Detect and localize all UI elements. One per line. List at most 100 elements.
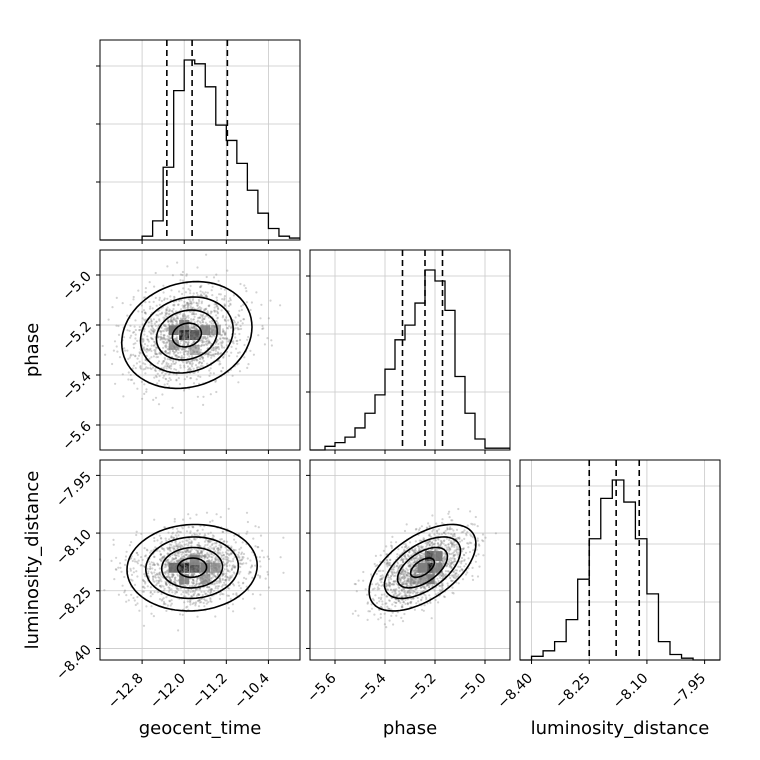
scatter-point [171,591,174,594]
scatter-point [242,562,245,565]
scatter-point [262,556,265,559]
scatter-point [181,313,184,316]
scatter-point [217,307,220,310]
scatter-point [177,348,180,352]
scatter-point [223,298,226,301]
scatter-point [379,578,382,581]
scatter-point [209,597,212,600]
scatter-point [175,350,178,353]
scatter-point [152,355,155,358]
scatter-point [210,310,213,313]
scatter-point [428,583,431,587]
scatter-point [395,588,398,591]
scatter-point [252,537,255,540]
scatter-point [190,569,193,572]
scatter-point [211,285,214,288]
scatter-point [197,347,200,350]
axes-frame-luminosity-distance-luminosity-distance [519,459,721,661]
scatter-point [173,296,176,299]
scatter-point [172,531,175,534]
scatter-point [233,566,236,569]
labels-layer: geocent_time phase luminosity_distance p… [22,269,709,739]
scatter-point [132,331,135,334]
scatter-point [181,273,184,277]
scatter-point [164,344,168,347]
scatter-point [155,375,158,379]
scatter-point [187,580,190,583]
x-axis-title-luminosity-distance: luminosity_distance [531,718,710,739]
scatter-point [214,545,218,548]
scatter-point [129,354,132,357]
scatter-point [152,340,156,343]
scatter-point [206,339,209,343]
scatter-point [205,572,208,575]
scatter-point [258,576,262,579]
scatter-point [186,328,189,331]
scatter-point [162,603,165,606]
scatter-point [195,337,198,341]
scatter-point [209,327,212,330]
scatter-point [192,371,195,374]
scatter-point [238,572,241,575]
scatter-point [176,332,179,335]
scatter-point [376,588,379,591]
scatter-point [236,339,239,342]
scatter-point [455,550,458,553]
scatter-point [171,406,174,409]
scatter-point [159,578,162,581]
scatter-point [129,303,132,306]
scatter-point [187,350,190,353]
scatter-point [168,577,172,580]
scatter-point [195,313,198,316]
scatter-point [186,337,189,340]
scatter-point [190,595,193,599]
scatter-point [167,338,170,342]
scatter-point [215,340,218,344]
scatter-point [196,366,199,370]
scatter-point [392,589,395,592]
scatter-point [165,327,168,330]
scatter-point [257,526,260,529]
scatter-point [206,334,209,337]
scatter-point [175,317,178,320]
scatter-point [210,562,213,565]
scatter-point [138,325,141,328]
scatter-point [190,569,193,573]
scatter-point [169,336,172,339]
scatter-point [165,312,168,315]
scatter-point [154,346,157,349]
scatter-point [364,588,367,591]
scatter-point [138,328,141,332]
scatter-point [391,611,394,614]
scatter-point [194,584,197,587]
scatter-point [171,570,174,573]
scatter-point [182,333,185,336]
scatter-point [181,577,184,580]
scatter-point [193,329,196,332]
scatter-point [199,313,202,316]
scatter-point [180,333,183,336]
scatter-point [162,556,165,559]
scatter-point [203,344,206,347]
scatter-point [418,546,421,549]
scatter-point [196,599,199,603]
scatter-point [159,313,162,316]
scatter-point [150,337,153,340]
scatter-point [395,564,398,568]
scatter-point [471,574,474,578]
scatter-point [420,567,423,570]
scatter-point [183,337,187,340]
scatter-point [406,602,409,605]
scatter-point [428,534,431,537]
scatter-point [186,302,189,305]
scatter-point [482,540,485,543]
scatter-point [182,582,185,586]
scatter-point [123,591,126,594]
scatter-point [168,576,171,579]
scatter-point [176,527,179,530]
scatter-point [169,320,172,323]
scatter-point [194,346,197,349]
scatter-point [133,382,136,385]
scatter-point [143,328,146,331]
scatter-point [211,333,214,336]
